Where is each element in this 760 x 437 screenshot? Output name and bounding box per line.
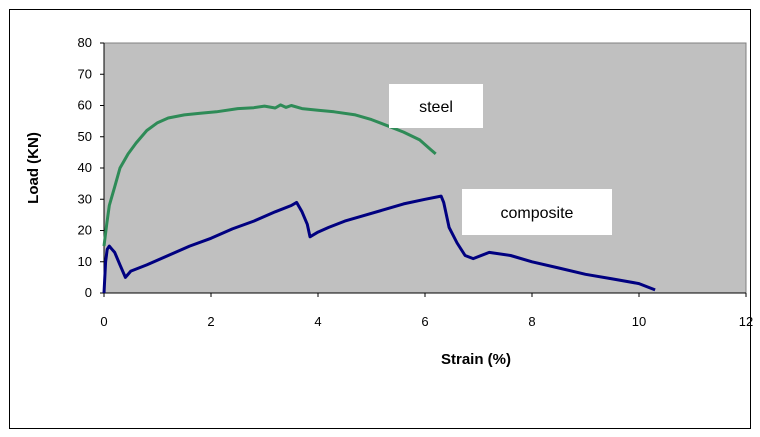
steel-series-line	[102, 103, 437, 247]
y-tick-label: 70	[78, 66, 92, 81]
x-tick-label: 4	[314, 314, 321, 329]
x-tick-label: 0	[100, 314, 107, 329]
plot-area	[103, 42, 747, 294]
steel-label-box	[389, 84, 483, 128]
x-tick-label: 10	[632, 314, 646, 329]
y-tick-label: 60	[78, 98, 92, 113]
x-tick-label: 6	[421, 314, 428, 329]
composite-series-line	[102, 194, 656, 294]
y-tick-label: 0	[85, 285, 92, 300]
steel-label: steel	[419, 99, 453, 116]
x-axis-title: Strain (%)	[441, 351, 511, 368]
composite-label: composite	[501, 205, 574, 222]
x-tick-label: 12	[739, 314, 753, 329]
y-tick-label: 10	[78, 254, 92, 269]
y-tick-label: 20	[78, 223, 92, 238]
y-axis-title: Load (KN)	[25, 132, 42, 204]
y-tick-label: 50	[78, 129, 92, 144]
x-axis-ticks: 0 2 4 6 8 10 12	[100, 293, 753, 329]
composite-label-box	[462, 189, 612, 235]
series-lines	[102, 103, 656, 294]
y-tick-label: 80	[78, 35, 92, 50]
x-tick-label: 2	[207, 314, 214, 329]
y-tick-label: 40	[78, 160, 92, 175]
x-tick-label: 8	[528, 314, 535, 329]
y-tick-label: 30	[78, 191, 92, 206]
y-axis-ticks: 0 10 20 30 40 50 60 70 80	[78, 35, 104, 300]
